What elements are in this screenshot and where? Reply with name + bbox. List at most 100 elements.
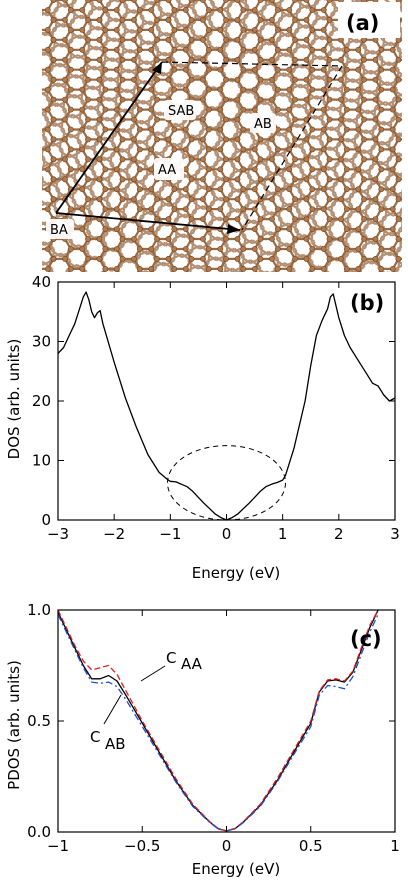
- series-line-2: [57, 614, 379, 832]
- lattice-atom: [269, 0, 275, 3]
- lattice-atom: [286, 226, 293, 232]
- region-ba-label: BA: [50, 223, 68, 238]
- panel-b-tag: (b): [350, 291, 384, 315]
- lattice-atom: [286, 186, 293, 193]
- lattice-atom: [372, 116, 379, 123]
- lattice-atom: [257, 176, 264, 183]
- lattice-atom: [182, 26, 189, 33]
- lattice-atom: [338, 96, 344, 103]
- lattice-atom: [182, 186, 189, 193]
- lattice-atom: [131, 76, 137, 83]
- lattice-atom: [154, 96, 160, 103]
- lattice-atom: [171, 86, 178, 93]
- lattice-atom: [79, 126, 86, 133]
- lattice-atom: [326, 16, 333, 23]
- lattice-atom: [44, 166, 51, 173]
- lattice-vector-a1-arrowhead: [227, 224, 240, 234]
- lattice-atom: [113, 86, 120, 93]
- lattice-atom: [148, 146, 155, 153]
- lattice-atom: [102, 166, 109, 173]
- lattice-atom: [326, 36, 333, 43]
- lattice-atom: [326, 216, 333, 222]
- lattice-atom: [274, 226, 281, 232]
- lattice-atom: [338, 255, 344, 262]
- lattice-atom: [182, 226, 189, 232]
- lattice-atom: [67, 246, 74, 252]
- lattice-atom: [292, 255, 298, 262]
- lattice-atom: [269, 255, 275, 262]
- lattice-atom: [223, 236, 229, 242]
- lattice-atom: [269, 236, 275, 242]
- lattice-atom: [240, 86, 247, 93]
- lattice-atom: [44, 106, 51, 113]
- lattice-atom: [205, 106, 212, 113]
- lattice-atom: [79, 26, 86, 33]
- lattice-atom: [355, 265, 362, 272]
- lattice-atom: [96, 96, 103, 103]
- lattice-atom: [338, 116, 344, 123]
- lattice-atom: [182, 206, 189, 212]
- lattice-atom: [389, 66, 396, 73]
- lattice-atom: [326, 196, 333, 203]
- lattice-atom: [96, 156, 103, 163]
- annotation-cab-label: C: [90, 728, 100, 746]
- lattice-atom: [303, 56, 310, 63]
- lattice-atom: [338, 156, 344, 163]
- lattice-atom: [326, 116, 333, 123]
- lattice-atom: [119, 0, 126, 3]
- lattice-atom: [79, 86, 86, 93]
- lattice-atom: [79, 226, 86, 232]
- lattice-atom: [361, 176, 367, 183]
- lattice-atom: [355, 86, 362, 93]
- lattice-atom: [269, 156, 275, 163]
- lattice-atom: [355, 246, 362, 252]
- lattice-atom: [131, 0, 137, 3]
- lattice-atom: [355, 66, 362, 73]
- lattice-atom: [154, 0, 160, 3]
- lattice-atom: [131, 36, 137, 43]
- lattice-atom: [251, 66, 258, 73]
- series-line-1: [57, 609, 379, 832]
- lattice-atom: [165, 56, 172, 63]
- y-tick-label: 20: [32, 392, 51, 410]
- lattice-atom: [378, 66, 385, 73]
- lattice-atom: [85, 136, 91, 143]
- lattice-atom: [148, 226, 155, 232]
- lattice-atom: [257, 56, 264, 63]
- lattice-atom: [171, 246, 178, 252]
- lattice-atom: [372, 96, 379, 103]
- lattice-atom: [200, 36, 206, 43]
- lattice-atom: [240, 226, 247, 232]
- plot-frame: [57, 609, 396, 833]
- lattice-atom: [286, 7, 293, 13]
- lattice-atom: [274, 246, 281, 252]
- lattice-atom: [102, 146, 109, 153]
- lattice-atom: [62, 56, 68, 63]
- dirac-point-ellipse: [167, 445, 286, 521]
- dos-x-axis-title: Energy (eV): [192, 564, 280, 582]
- lattice-atom: [165, 136, 172, 143]
- dos-y-axis-title: DOS (arb. units): [5, 339, 23, 460]
- plot-frame: [57, 281, 396, 521]
- x-tick-label: 0.5: [299, 837, 323, 855]
- lattice-atom: [389, 106, 396, 113]
- lattice-atom: [148, 7, 155, 13]
- lattice-atom: [223, 136, 229, 143]
- lattice-atom: [154, 16, 160, 23]
- lattice-atom: [102, 246, 109, 252]
- lattice-atom: [343, 146, 350, 153]
- lattice-atom: [395, 76, 402, 83]
- lattice-atom: [292, 76, 298, 83]
- region-ab-label: AB: [254, 117, 272, 132]
- lattice-atom: [378, 226, 385, 232]
- lattice-atom: [320, 26, 327, 33]
- lattice-atom: [205, 146, 212, 153]
- lattice-atom: [171, 46, 178, 53]
- pdos-y-axis-title: PDOS (arb. units): [5, 660, 23, 790]
- lattice-atom: [292, 96, 298, 103]
- lattice-atom: [188, 255, 195, 262]
- lattice-atom: [44, 246, 51, 252]
- lattice-atom: [188, 0, 195, 3]
- lattice-atom: [188, 36, 195, 43]
- pdos-axes: [57, 609, 396, 833]
